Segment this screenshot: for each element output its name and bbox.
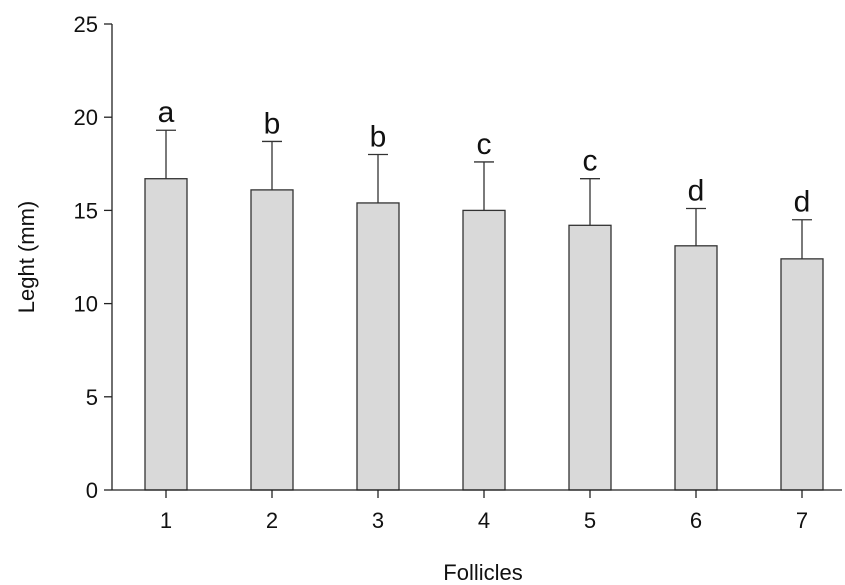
y-tick-label: 10	[74, 292, 98, 317]
y-tick-label: 25	[74, 12, 98, 37]
y-tick-label: 15	[74, 198, 98, 223]
bar-follicle-1	[144, 178, 188, 491]
y-tick-label: 5	[86, 385, 98, 410]
bar-follicle-7	[780, 258, 824, 491]
x-tick-label: 6	[690, 508, 702, 533]
x-tick-label: 3	[372, 508, 384, 533]
bar-follicle-6	[674, 245, 718, 491]
bar-follicle-3	[356, 202, 400, 491]
y-axis-ticks: 0 5 10 15 20 25	[74, 12, 112, 503]
error-bars	[156, 129, 812, 259]
significance-letters: a b b c c d d	[158, 96, 811, 218]
significance-letter: d	[794, 186, 811, 219]
significance-letter: c	[477, 128, 492, 161]
significance-letter: b	[370, 120, 387, 153]
y-tick-label: 20	[74, 105, 98, 130]
significance-letter: c	[583, 145, 598, 178]
x-tick-label: 5	[584, 508, 596, 533]
significance-letter: d	[688, 175, 705, 208]
significance-letter: a	[158, 96, 175, 129]
y-axis-title: Leght (mm)	[14, 201, 39, 313]
bar-follicle-2	[250, 189, 294, 491]
x-tick-label: 1	[160, 508, 172, 533]
x-axis-ticks: 1 2 3 4 5 6 7	[160, 490, 808, 533]
bar-follicle-4	[462, 209, 506, 491]
x-tick-label: 2	[266, 508, 278, 533]
x-tick-label: 7	[796, 508, 808, 533]
y-tick-label: 0	[86, 478, 98, 503]
bar-follicle-5	[568, 224, 612, 491]
x-tick-label: 4	[478, 508, 490, 533]
significance-letter: b	[264, 107, 281, 140]
x-axis-title: Follicles	[443, 560, 522, 585]
bars	[144, 178, 824, 491]
